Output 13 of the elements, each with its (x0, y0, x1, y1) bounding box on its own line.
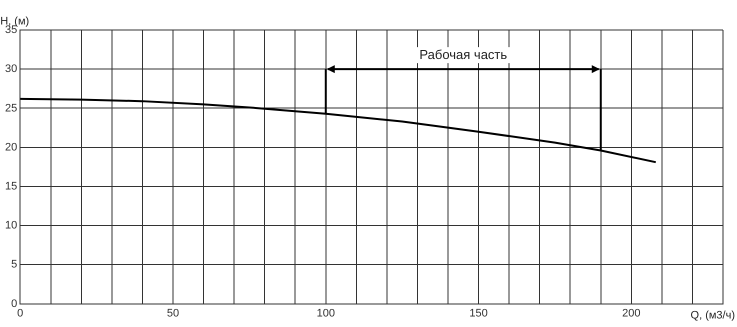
y-tick-label: 15 (4, 180, 18, 192)
x-tick-label: 100 (316, 307, 335, 320)
y-tick-label: 20 (4, 141, 18, 154)
y-tick-label: 0 (11, 298, 18, 310)
annotation: Рабочая часть (419, 47, 508, 62)
y-tick-label: 10 (4, 220, 18, 232)
y-tick-label: 30 (4, 63, 18, 76)
x-tick-label: 200 (622, 307, 641, 320)
x-axis-title: Q, (м3/ч) (690, 309, 735, 322)
x-tick-label: 150 (469, 307, 488, 320)
y-tick-label: 5 (11, 258, 18, 271)
y-tick-label: 25 (4, 102, 18, 114)
x-tick-label: 50 (166, 307, 180, 320)
